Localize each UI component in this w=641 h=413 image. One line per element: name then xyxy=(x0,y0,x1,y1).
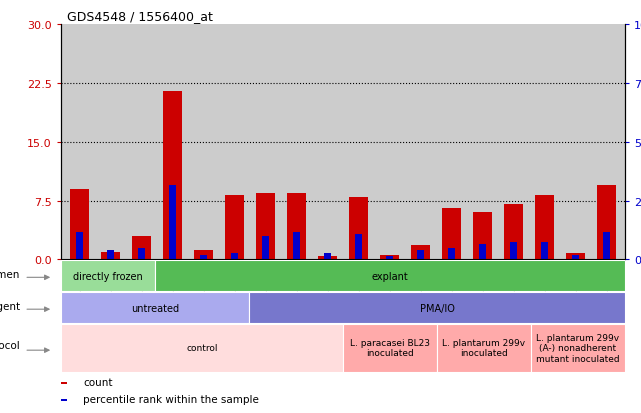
Text: count: count xyxy=(83,377,113,387)
Text: control: control xyxy=(186,344,218,352)
Text: GSM579387: GSM579387 xyxy=(354,260,363,306)
Text: GSM579391: GSM579391 xyxy=(478,260,487,306)
Bar xyxy=(132,236,151,260)
Bar xyxy=(155,261,625,292)
Text: GSM579381: GSM579381 xyxy=(168,260,177,306)
Bar xyxy=(194,250,213,260)
Text: protocol: protocol xyxy=(0,341,21,351)
Text: GSM579386: GSM579386 xyxy=(137,260,146,306)
Bar xyxy=(510,242,517,260)
Text: agent: agent xyxy=(0,301,21,311)
Text: GSM579392: GSM579392 xyxy=(509,260,518,306)
Bar xyxy=(531,324,625,372)
Bar xyxy=(385,256,394,260)
Bar xyxy=(417,250,424,260)
Bar xyxy=(61,324,343,372)
Bar xyxy=(138,248,146,260)
Bar xyxy=(61,292,249,323)
Text: GSM579389: GSM579389 xyxy=(416,260,425,306)
Bar xyxy=(61,382,67,384)
Text: L. plantarum 299v
(A-) nonadherent
mutant inoculated: L. plantarum 299v (A-) nonadherent mutan… xyxy=(536,333,620,363)
Text: L. plantarum 299v
inoculated: L. plantarum 299v inoculated xyxy=(442,338,526,358)
Text: GSM579385: GSM579385 xyxy=(106,260,115,306)
Bar xyxy=(354,235,362,260)
Bar xyxy=(473,213,492,260)
Text: untreated: untreated xyxy=(131,303,179,313)
Text: GSM579397: GSM579397 xyxy=(292,260,301,306)
Text: GSM579396: GSM579396 xyxy=(261,260,270,306)
Bar xyxy=(292,233,301,260)
Text: GSM579395: GSM579395 xyxy=(602,260,611,306)
Bar xyxy=(256,193,275,260)
Bar xyxy=(479,244,487,260)
Bar xyxy=(411,246,429,260)
Text: specimen: specimen xyxy=(0,270,21,280)
Bar xyxy=(540,242,548,260)
Bar xyxy=(262,236,269,260)
Bar xyxy=(106,250,114,260)
Text: L. paracasei BL23
inoculated: L. paracasei BL23 inoculated xyxy=(350,338,430,358)
Bar xyxy=(61,261,155,292)
Bar xyxy=(169,185,176,260)
Bar xyxy=(231,254,238,260)
Bar xyxy=(535,195,554,260)
Bar xyxy=(101,252,120,260)
Bar xyxy=(76,233,83,260)
Text: GSM579388: GSM579388 xyxy=(385,260,394,306)
Text: GSM579390: GSM579390 xyxy=(447,260,456,306)
Bar xyxy=(504,205,522,260)
Bar xyxy=(437,324,531,372)
Text: explant: explant xyxy=(372,271,408,281)
Bar xyxy=(597,185,615,260)
Bar xyxy=(225,195,244,260)
Bar xyxy=(572,256,579,260)
Text: GDS4548 / 1556400_at: GDS4548 / 1556400_at xyxy=(67,10,213,23)
Bar xyxy=(343,324,437,372)
Bar xyxy=(603,233,610,260)
Bar xyxy=(447,248,455,260)
Bar xyxy=(249,292,625,323)
Text: GSM579382: GSM579382 xyxy=(199,260,208,306)
Text: PMA/IO: PMA/IO xyxy=(419,303,454,313)
Text: GSM579394: GSM579394 xyxy=(571,260,580,306)
Bar xyxy=(163,91,182,260)
Bar xyxy=(71,189,89,260)
Bar xyxy=(287,193,306,260)
Bar xyxy=(380,255,399,260)
Bar xyxy=(442,209,461,260)
Bar xyxy=(318,256,337,260)
Text: directly frozen: directly frozen xyxy=(73,271,143,281)
Text: percentile rank within the sample: percentile rank within the sample xyxy=(83,394,260,404)
Text: GSM579384: GSM579384 xyxy=(75,260,84,306)
Text: GSM579398: GSM579398 xyxy=(323,260,332,306)
Bar xyxy=(61,399,67,401)
Bar xyxy=(199,256,207,260)
Text: GSM579383: GSM579383 xyxy=(230,260,239,306)
Text: GSM579393: GSM579393 xyxy=(540,260,549,306)
Bar xyxy=(324,254,331,260)
Bar xyxy=(349,197,368,260)
Bar xyxy=(566,254,585,260)
